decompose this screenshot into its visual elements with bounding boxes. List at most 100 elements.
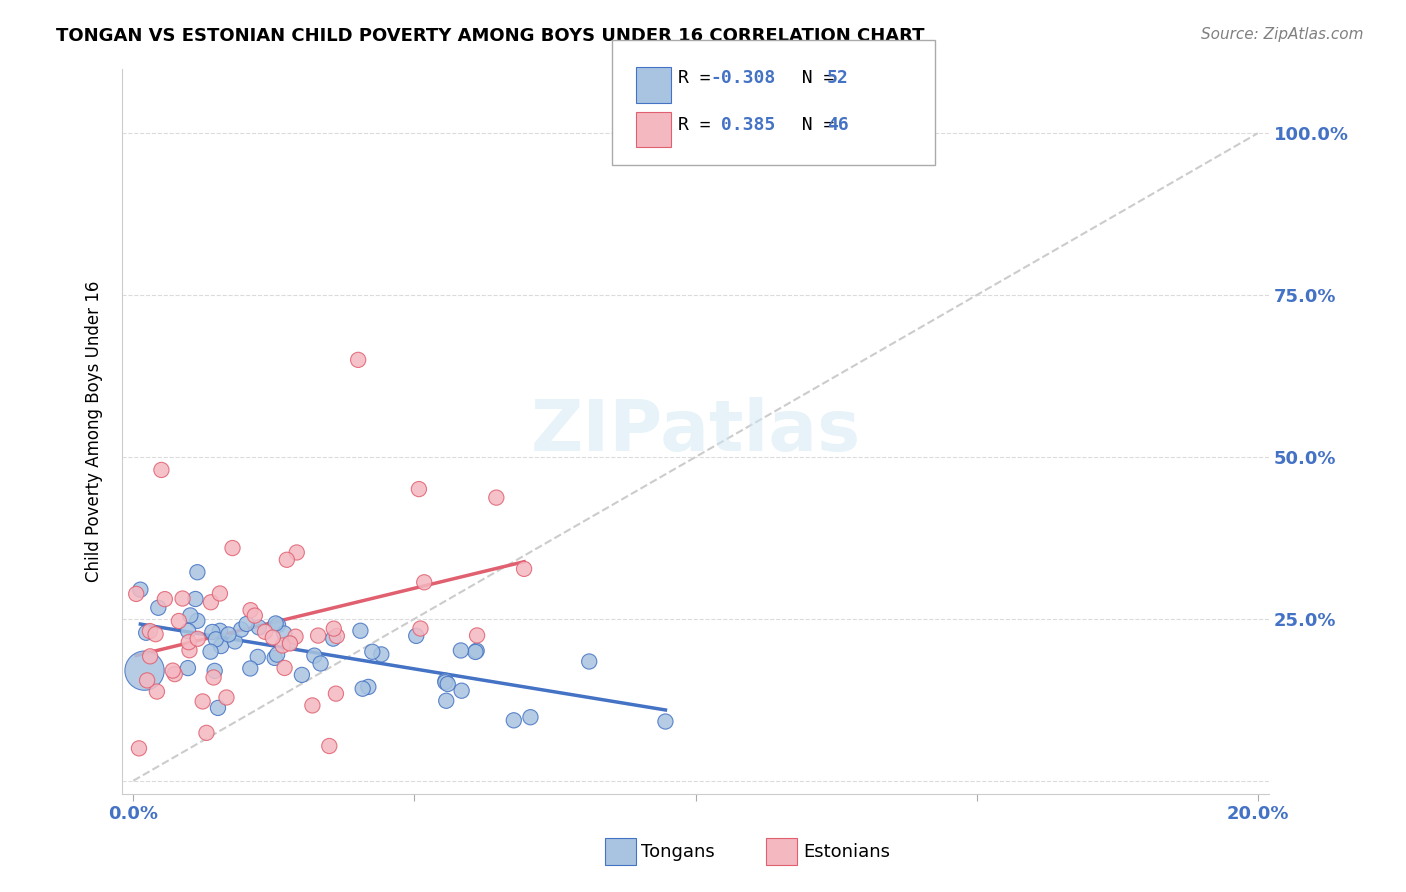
- Point: [519, 710, 541, 724]
- Point: [352, 681, 374, 696]
- Text: Tongans: Tongans: [641, 843, 714, 861]
- Point: [291, 668, 314, 682]
- Point: [217, 627, 239, 641]
- Point: [231, 623, 253, 637]
- Point: [239, 603, 262, 617]
- Point: [370, 648, 392, 662]
- Point: [224, 634, 246, 648]
- Point: [285, 545, 308, 559]
- Point: [322, 622, 344, 636]
- Point: [205, 632, 228, 647]
- Point: [207, 701, 229, 715]
- Point: [135, 625, 157, 640]
- Point: [434, 694, 457, 708]
- Point: [145, 627, 167, 641]
- Point: [184, 592, 207, 607]
- Text: N =: N =: [780, 69, 845, 87]
- Point: [271, 639, 294, 653]
- Point: [195, 726, 218, 740]
- Text: N =: N =: [780, 116, 845, 134]
- Point: [318, 739, 340, 753]
- Point: [139, 649, 162, 664]
- Point: [134, 664, 156, 678]
- Point: [200, 645, 222, 659]
- Point: [262, 631, 284, 645]
- Text: R =: R =: [678, 116, 721, 134]
- Text: Source: ZipAtlas.com: Source: ZipAtlas.com: [1201, 27, 1364, 42]
- Point: [179, 643, 201, 657]
- Point: [322, 632, 344, 646]
- Point: [278, 636, 301, 650]
- Point: [167, 614, 190, 628]
- Point: [434, 675, 457, 690]
- Point: [273, 661, 295, 675]
- Point: [254, 624, 277, 639]
- Point: [284, 630, 307, 644]
- Point: [148, 600, 170, 615]
- Point: [177, 635, 200, 649]
- Point: [347, 352, 370, 367]
- Point: [179, 608, 201, 623]
- Point: [465, 644, 488, 658]
- Point: [434, 673, 457, 688]
- Point: [654, 714, 676, 729]
- Point: [273, 626, 295, 640]
- Point: [276, 553, 298, 567]
- Point: [301, 698, 323, 713]
- Text: 46: 46: [827, 116, 848, 134]
- Point: [215, 690, 238, 705]
- Point: [450, 683, 472, 698]
- Point: [187, 632, 209, 646]
- Point: [309, 657, 332, 671]
- Text: 0.385: 0.385: [710, 116, 775, 134]
- Point: [136, 673, 159, 688]
- Point: [263, 651, 285, 665]
- Point: [247, 620, 270, 634]
- Point: [513, 562, 536, 576]
- Point: [235, 617, 257, 632]
- Point: [409, 622, 432, 636]
- Point: [221, 541, 243, 555]
- Point: [502, 714, 524, 728]
- Text: TONGAN VS ESTONIAN CHILD POVERTY AMONG BOYS UNDER 16 CORRELATION CHART: TONGAN VS ESTONIAN CHILD POVERTY AMONG B…: [56, 27, 925, 45]
- Point: [201, 624, 224, 639]
- Text: ZIPatlas: ZIPatlas: [530, 397, 860, 466]
- Point: [578, 655, 600, 669]
- Point: [361, 645, 384, 659]
- Point: [246, 649, 269, 664]
- Point: [177, 661, 200, 675]
- Point: [163, 667, 186, 681]
- Text: R =: R =: [678, 69, 721, 87]
- Text: Estonians: Estonians: [803, 843, 890, 861]
- Point: [326, 629, 349, 643]
- Point: [408, 482, 430, 496]
- Point: [464, 645, 486, 659]
- Point: [304, 648, 326, 663]
- Point: [146, 684, 169, 698]
- Point: [128, 741, 150, 756]
- Point: [267, 618, 290, 632]
- Point: [200, 595, 222, 609]
- Point: [162, 664, 184, 678]
- Point: [204, 664, 226, 678]
- Point: [266, 648, 288, 662]
- Point: [125, 587, 148, 601]
- Point: [278, 636, 301, 650]
- Point: [357, 680, 380, 694]
- Point: [186, 614, 208, 628]
- Point: [202, 671, 225, 685]
- Point: [139, 624, 162, 638]
- Point: [325, 687, 347, 701]
- Point: [413, 575, 436, 590]
- Point: [191, 694, 214, 708]
- Point: [307, 629, 329, 643]
- Point: [243, 608, 266, 623]
- Point: [208, 624, 231, 638]
- Point: [405, 629, 427, 643]
- Point: [349, 624, 371, 638]
- Y-axis label: Child Poverty Among Boys Under 16: Child Poverty Among Boys Under 16: [86, 280, 103, 582]
- Point: [186, 566, 208, 580]
- Point: [150, 463, 173, 477]
- Text: 52: 52: [827, 69, 848, 87]
- Point: [239, 661, 262, 675]
